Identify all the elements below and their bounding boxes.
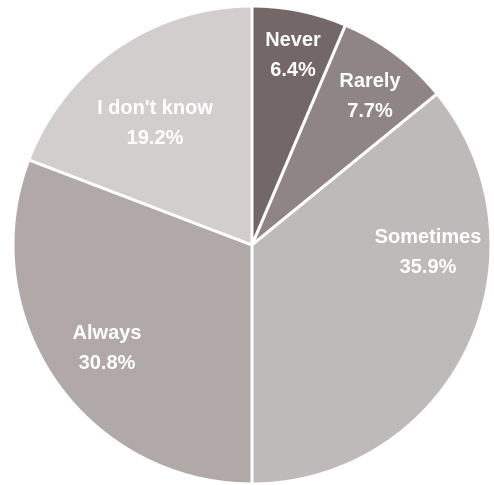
slice-value-never: 6.4% <box>270 59 316 81</box>
slice-value-rarely: 7.7% <box>347 100 393 122</box>
pie-slice-always <box>11 157 254 485</box>
slice-label-always: Always <box>73 322 142 344</box>
slice-value-always: 30.8% <box>79 352 136 374</box>
slice-value-sometimes: 35.9% <box>400 256 457 278</box>
slice-label-never: Never <box>265 29 321 51</box>
slice-label-i-don-t-know: I don't know <box>97 97 213 119</box>
pie-slices <box>11 4 493 485</box>
pie-slice-i-don-t-know <box>26 4 254 248</box>
slice-label-rarely: Rarely <box>339 70 401 92</box>
pie-slice-rarely <box>250 23 440 247</box>
pie-slice-sometimes <box>250 91 493 485</box>
slice-label-sometimes: Sometimes <box>375 226 482 248</box>
slice-value-i-don-t-know: 19.2% <box>127 127 184 149</box>
pie-labels: Never 6.4% Rarely 7.7% Sometimes 35.9% Always 3… <box>73 29 482 374</box>
